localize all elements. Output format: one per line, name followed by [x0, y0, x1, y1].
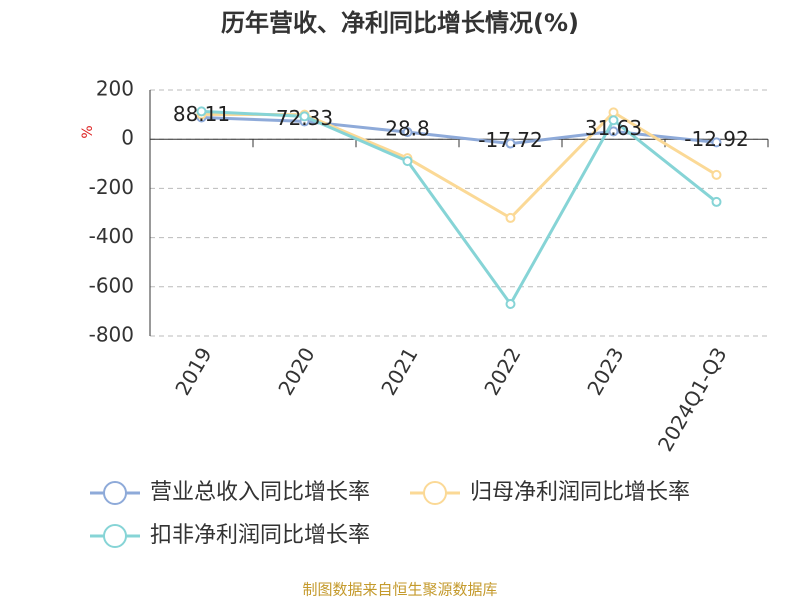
x-tick-label: 2020 — [273, 343, 319, 399]
legend-label: 营业总收入同比增长率 — [150, 480, 370, 505]
point — [711, 137, 722, 148]
point — [505, 299, 516, 310]
y-tick-label: 200 — [96, 77, 134, 101]
point — [505, 212, 516, 223]
x-tick-label: 2023 — [582, 343, 628, 399]
y-tick-label: -600 — [89, 273, 134, 297]
x-tick-label: 2019 — [170, 343, 216, 399]
point — [299, 111, 310, 122]
point — [608, 126, 619, 137]
data-label: -17.72 — [478, 128, 542, 152]
point — [196, 106, 207, 117]
y-tick-label: -400 — [89, 224, 134, 248]
y-tick-label: 0 — [121, 126, 134, 150]
data-label: 31.63 — [585, 116, 642, 140]
data-label: 88.11 — [173, 102, 230, 126]
data-label: 72.33 — [276, 106, 333, 130]
data-label: 28.8 — [385, 117, 430, 141]
legend-marker — [103, 481, 127, 505]
legend-marker — [103, 524, 127, 548]
chart-title: 历年营收、净利同比增长情况(%) — [221, 9, 579, 37]
point — [608, 115, 619, 126]
footer: 制图数据来自恒生聚源数据库 — [302, 581, 497, 599]
legend-label: 扣非净利润同比增长率 — [150, 523, 370, 548]
point — [711, 169, 722, 180]
x-tick-label: 2024Q1-Q3 — [653, 343, 732, 455]
legend-label: 归母净利润同比增长率 — [470, 480, 690, 505]
point — [505, 138, 516, 149]
data-label: -12.92 — [684, 127, 748, 151]
series-line — [201, 109, 718, 307]
y-tick-label: -200 — [89, 175, 134, 199]
y-axis-label: % — [80, 125, 96, 138]
legend-marker — [423, 481, 447, 505]
x-tick-label: 2021 — [376, 343, 422, 399]
x-tick-label: 2022 — [479, 343, 525, 399]
point — [402, 127, 413, 138]
point — [711, 196, 722, 207]
point — [402, 156, 413, 167]
y-tick-label: -800 — [89, 323, 134, 347]
